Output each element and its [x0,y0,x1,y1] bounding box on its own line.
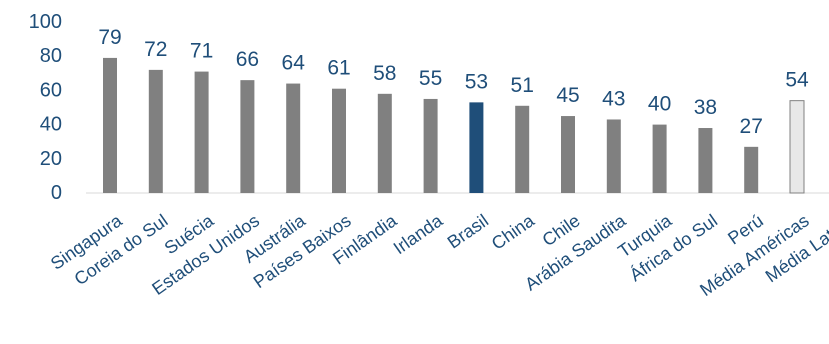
data-label: 45 [556,84,579,107]
data-labels: 7972716664615855535145434038275445 [98,26,809,138]
data-label: 72 [144,38,167,61]
y-tick-label: 60 [40,79,62,101]
data-label: 51 [511,74,534,97]
category-label: Irlanda [390,210,447,259]
bar [744,146,759,193]
y-axis: 0 20 40 60 80 100 [29,11,62,204]
bar [515,105,530,193]
y-tick-label: 80 [40,45,62,67]
bar [194,71,209,193]
category-label: Brasil [444,210,492,252]
data-label: 55 [419,67,442,90]
bar [286,83,301,193]
data-label: 53 [465,70,488,93]
bar [469,102,484,193]
y-tick-label: 100 [29,11,62,33]
y-tick-label: 20 [40,148,62,170]
data-label: 27 [740,115,763,138]
data-label: 71 [190,40,213,63]
y-tick-label: 40 [40,114,62,136]
bar [606,119,621,193]
bar [423,98,438,193]
bar [698,128,713,193]
bar [332,88,346,193]
data-label: 79 [98,26,121,49]
data-label: 66 [236,48,259,71]
data-label: 40 [648,93,671,116]
category-label: China [488,210,539,254]
data-label: 64 [282,52,306,75]
bar [148,69,163,193]
data-label: 38 [694,96,717,119]
bar [652,124,667,193]
bars [103,57,805,194]
data-label: 43 [602,87,625,110]
data-label: 54 [785,69,809,92]
bar [103,57,117,193]
bar [240,80,255,193]
bar [789,100,805,194]
bar [377,93,392,193]
y-tick-label: 0 [51,182,62,204]
data-label: 61 [327,57,350,80]
bar [561,116,575,193]
data-label: 58 [373,62,396,85]
